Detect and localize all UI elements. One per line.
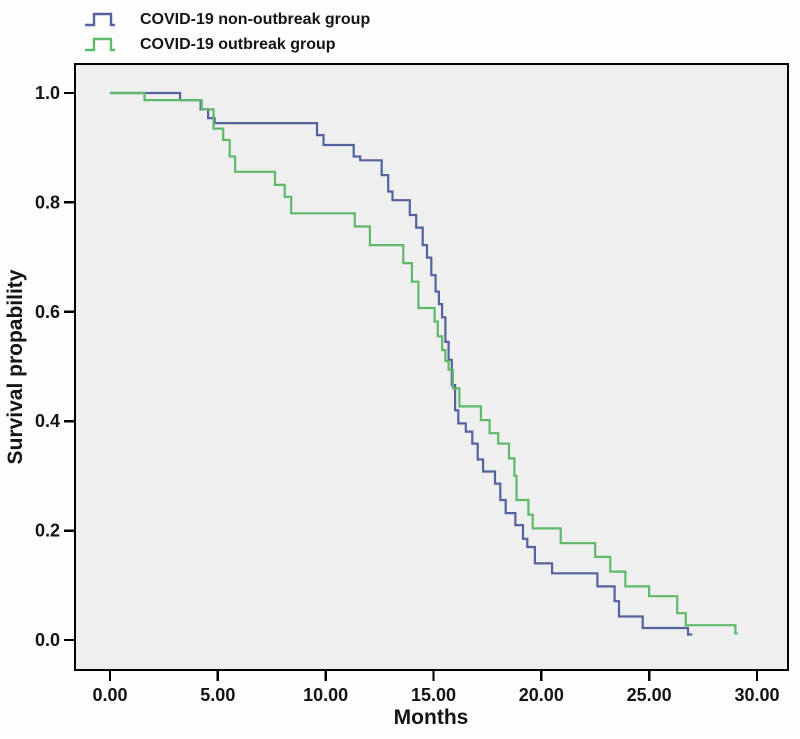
legend-step-swatch-icon: [85, 12, 115, 27]
y-tick-label: 0.4: [35, 411, 60, 431]
legend-item-label: COVID-19 non-outbreak group: [140, 11, 370, 28]
x-tick-label: 30.00: [734, 685, 779, 705]
survival-curve-covid-19-outbreak-group: [110, 91, 738, 635]
y-tick-label: 0.0: [35, 630, 60, 650]
legend: COVID-19 non-outbreak group COVID-19 outb…: [85, 11, 370, 53]
survival-curve-covid-19-non-outbreak-group: [110, 91, 693, 636]
legend-step-swatch-icon: [85, 37, 115, 52]
x-tick-label: 0.00: [92, 685, 127, 705]
legend-item-label: COVID-19 outbreak group: [140, 36, 336, 53]
y-axis-label: Survival propability: [4, 269, 27, 464]
plot-area: [75, 64, 788, 670]
y-tick-label: 0.6: [35, 302, 60, 322]
y-axis-ticks: 0.0 0.2 0.4 0.6 0.8 1.0: [35, 83, 75, 650]
legend-item-1: COVID-19 outbreak group: [85, 36, 336, 53]
x-tick-label: 10.00: [303, 685, 348, 705]
survival-curves: [110, 91, 738, 636]
y-tick-label: 1.0: [35, 83, 60, 103]
y-tick-label: 0.2: [35, 521, 60, 541]
plot-frame: [73, 62, 790, 672]
x-axis-label: Months: [394, 706, 469, 729]
x-tick-label: 25.00: [627, 685, 672, 705]
x-tick-label: 15.00: [411, 685, 456, 705]
x-axis-ticks: 0.00 5.00 10.00 15.00 20.00 25.00 30.00: [92, 670, 780, 705]
x-tick-label: 20.00: [519, 685, 564, 705]
x-tick-label: 5.00: [200, 685, 235, 705]
y-tick-label: 0.8: [35, 192, 60, 212]
legend-item-0: COVID-19 non-outbreak group: [85, 11, 370, 28]
